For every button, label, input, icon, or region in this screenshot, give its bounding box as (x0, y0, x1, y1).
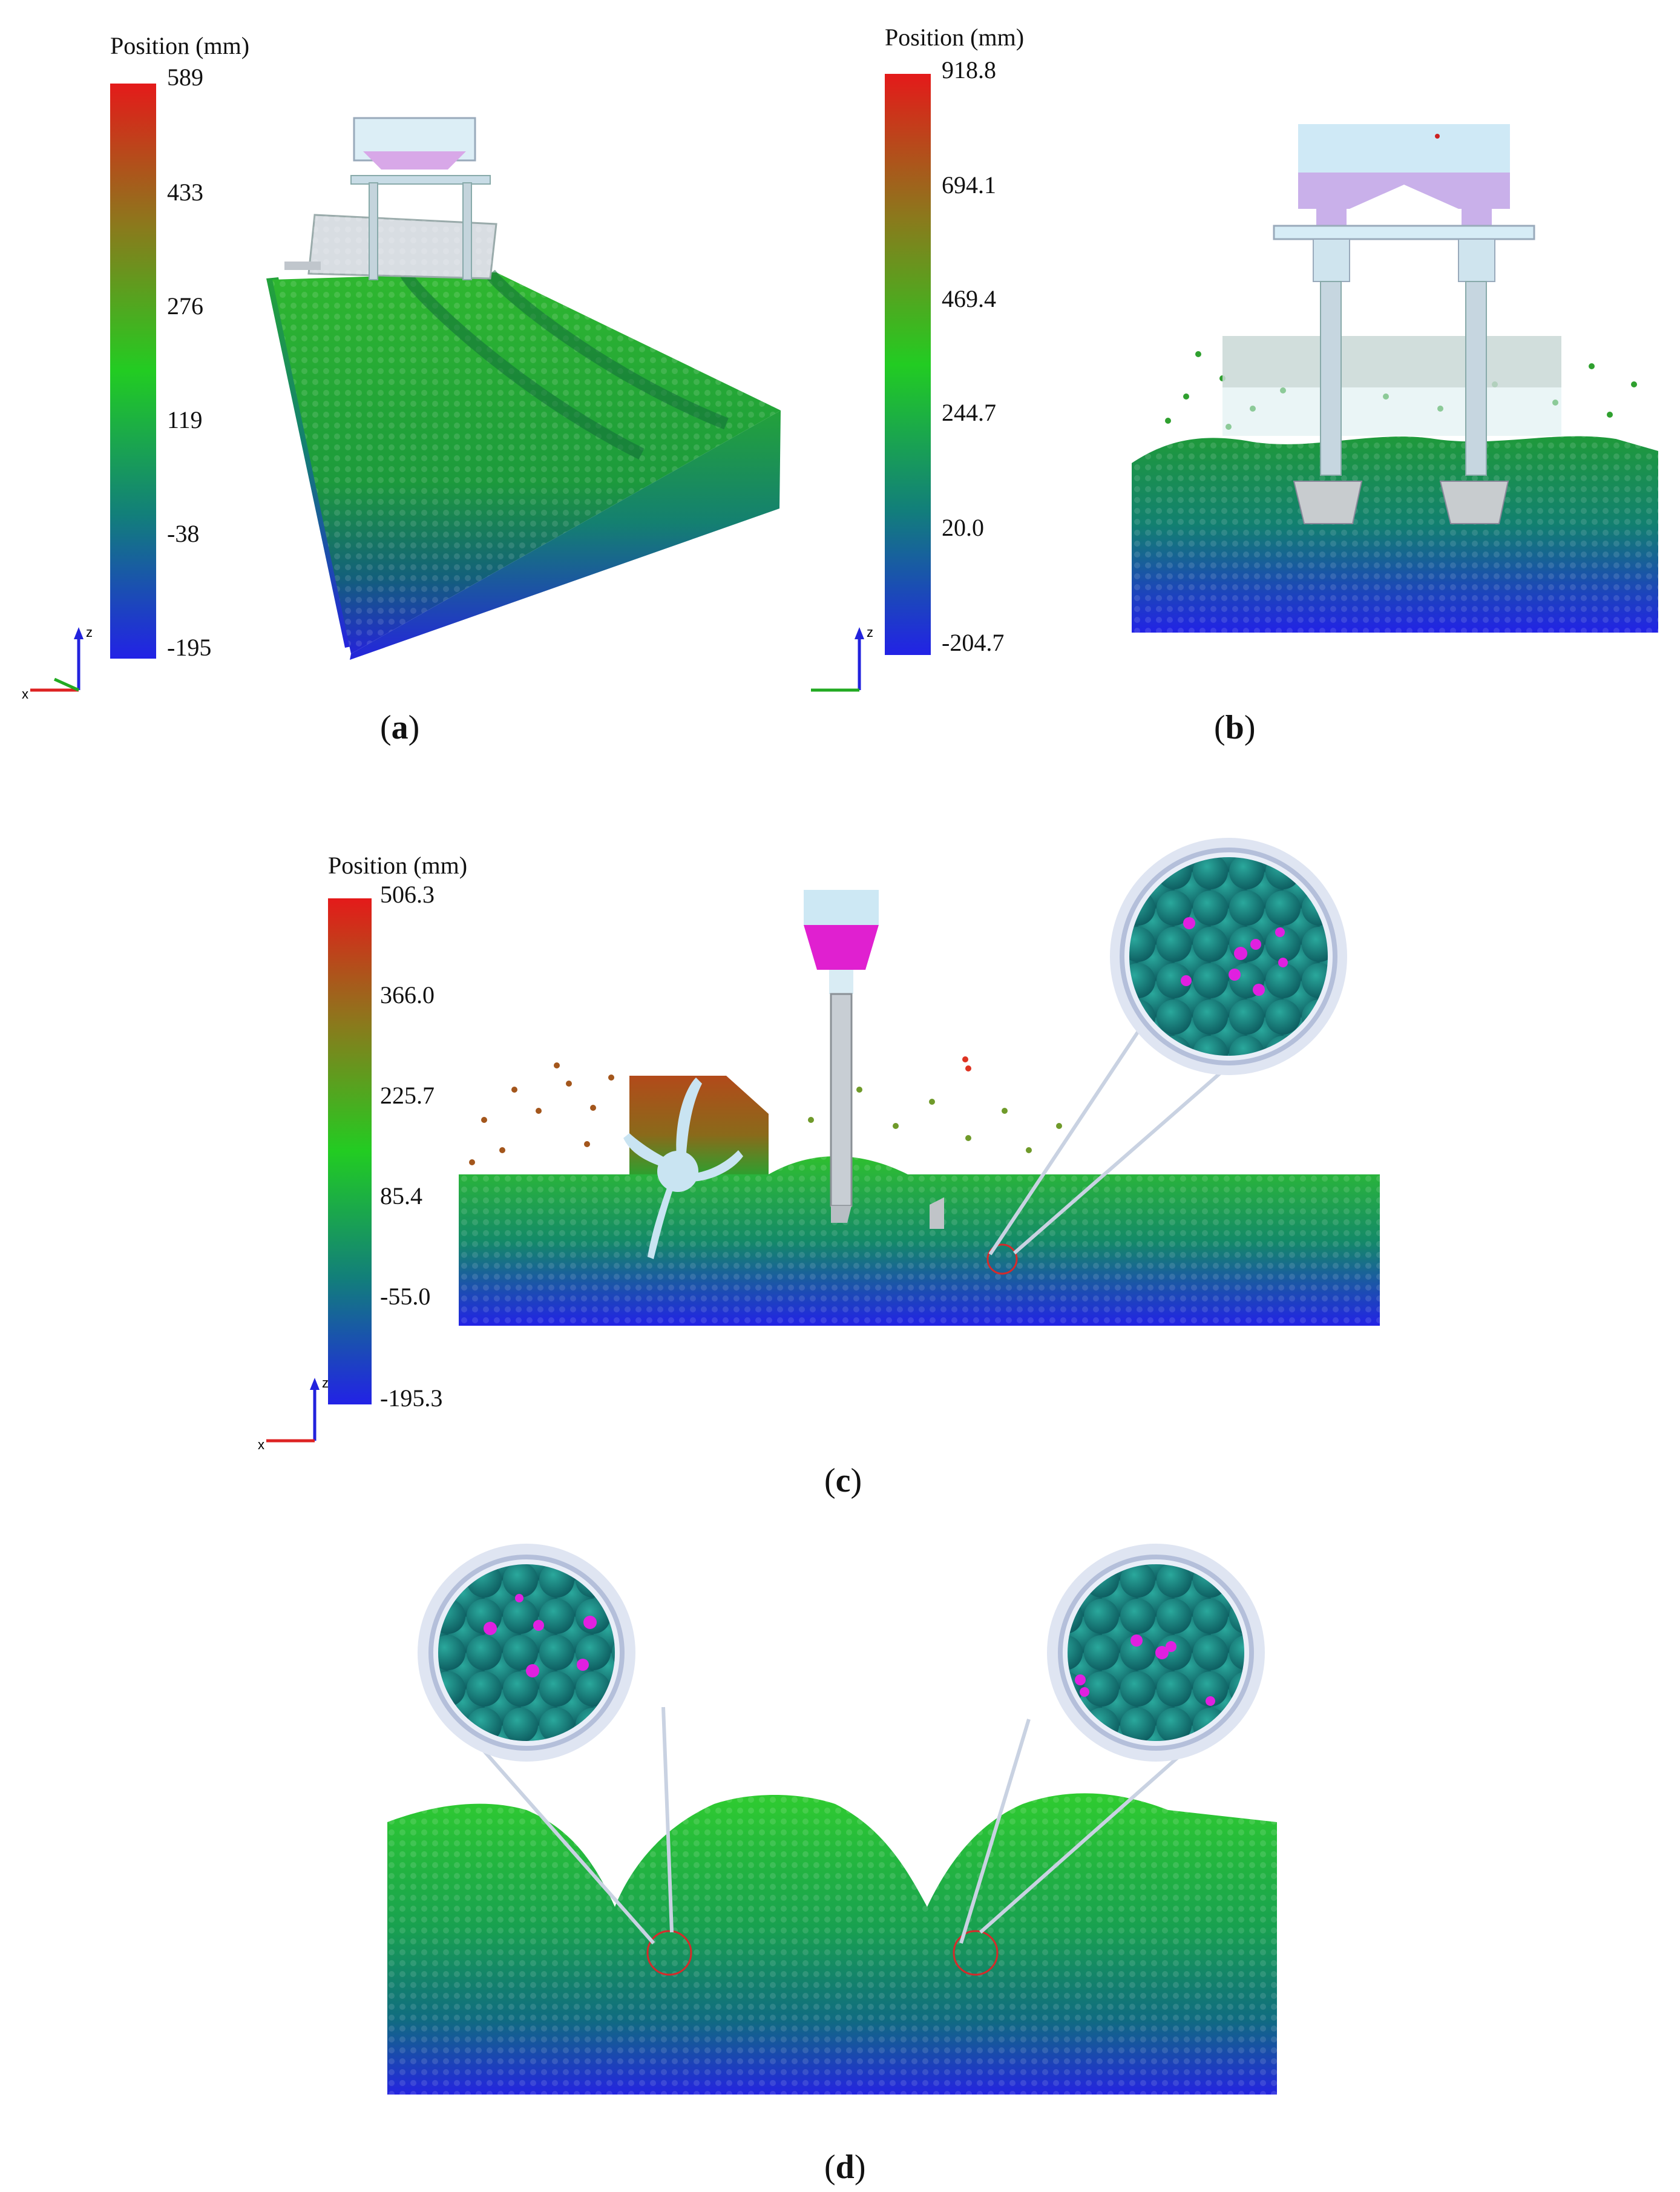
axis-c-x-label: x (258, 1437, 264, 1452)
colorbar-a-tick-1: 433 (167, 179, 203, 206)
colorbar-c-tick-0: 506.3 (380, 881, 435, 908)
caption-d: (d) (824, 2148, 866, 2186)
colorbar-b-tick-2: 469.4 (942, 285, 996, 312)
colorbar-c (328, 898, 372, 1404)
colorbar-b-tick-5: -204.7 (942, 629, 1005, 656)
colorbar-b-tick-1: 694.1 (942, 171, 996, 199)
caption-a: (a) (380, 709, 420, 746)
axis-b-z-label: z (867, 625, 873, 640)
axis-triad-a: z x (22, 625, 93, 702)
colorbar-a-tick-0: 589 (167, 64, 203, 91)
axis-triad-b: z (811, 625, 873, 692)
colorbar-c-tick-5: -195.3 (380, 1384, 443, 1412)
colorbar-b-title: Position (mm) (885, 24, 1025, 51)
axis-c-z-label: z (322, 1375, 329, 1391)
colorbar-a-tick-2: 276 (167, 292, 203, 320)
caption-b: (b) (1214, 709, 1256, 746)
caption-b-letter: b (1225, 709, 1244, 746)
caption-d-letter: d (835, 2148, 855, 2186)
soil-bin-front-b (1132, 124, 1658, 633)
colorbar-b-tick-4: 20.0 (942, 514, 984, 541)
colorbar-b-tick-0: 918.8 (942, 56, 996, 84)
axis-a-z-label: z (86, 625, 93, 640)
colorbar-c-title: Position (mm) (328, 852, 468, 879)
caption-c-letter: c (835, 1462, 851, 1499)
colorbar-c-tick-2: 225.7 (380, 1082, 435, 1109)
colorbar-c-tick-3: 85.4 (380, 1182, 422, 1210)
soil-bin-side-c (459, 838, 1380, 1326)
soil-furrow-cross-section-d (387, 1544, 1277, 2095)
colorbar-a-tick-4: -38 (167, 520, 200, 547)
colorbar-a (110, 84, 156, 659)
colorbar-a-tick-5: -195 (167, 634, 212, 661)
axis-triad-c: z x (258, 1375, 329, 1452)
caption-c: (c) (824, 1462, 862, 1499)
colorbar-a-tick-3: 119 (167, 406, 203, 433)
axis-a-x-label: x (22, 686, 28, 702)
colorbar-c-tick-4: -55.0 (380, 1283, 431, 1310)
caption-a-letter: a (391, 709, 409, 746)
soil-bin-3d-a (266, 117, 781, 660)
colorbar-a-title: Position (mm) (110, 32, 250, 59)
colorbar-b-tick-3: 244.7 (942, 399, 996, 426)
colorbar-b (885, 74, 931, 655)
colorbar-c-tick-1: 366.0 (380, 981, 435, 1009)
